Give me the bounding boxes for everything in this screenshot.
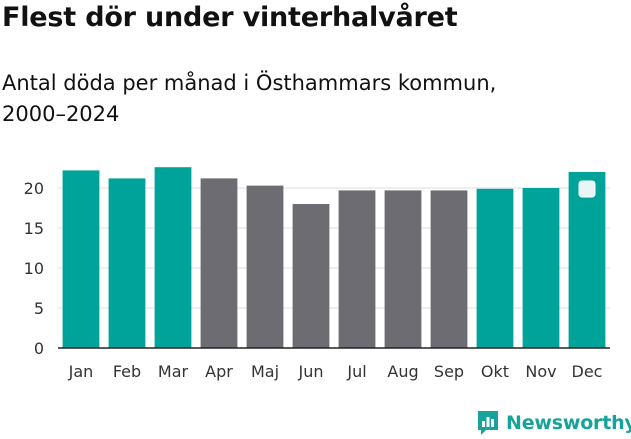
bar-mar[interactable] bbox=[154, 167, 192, 348]
x-tick-label: Mar bbox=[158, 362, 189, 381]
bar-aug[interactable] bbox=[384, 190, 422, 348]
bar-okt[interactable] bbox=[476, 188, 514, 348]
chart-title: Flest dör under vinterhalvåret bbox=[2, 2, 458, 33]
bar-apr[interactable] bbox=[200, 178, 238, 348]
x-tick-label: Feb bbox=[113, 362, 141, 381]
brand-name: Newsworthy bbox=[506, 412, 631, 434]
bar-jan[interactable] bbox=[62, 170, 100, 348]
bar-maj[interactable] bbox=[246, 185, 284, 348]
x-tick-label: Apr bbox=[205, 362, 233, 381]
y-tick-label: 20 bbox=[24, 179, 44, 198]
x-tick-label: Nov bbox=[525, 362, 556, 381]
y-tick-label: 10 bbox=[24, 259, 44, 278]
bar-jun[interactable] bbox=[292, 204, 330, 348]
x-tick-label: Okt bbox=[481, 362, 509, 381]
y-tick-label: 5 bbox=[34, 299, 44, 318]
y-tick-label: 15 bbox=[24, 219, 44, 238]
y-tick-label: 0 bbox=[34, 339, 44, 358]
x-tick-label: Dec bbox=[572, 362, 603, 381]
bar-feb[interactable] bbox=[108, 178, 146, 348]
x-tick-label: Jul bbox=[346, 362, 366, 381]
x-tick-label: Jun bbox=[298, 362, 324, 381]
bar-jul[interactable] bbox=[338, 190, 376, 348]
bar-chart-speech-icon bbox=[478, 411, 498, 435]
x-tick-label: Sep bbox=[434, 362, 464, 381]
x-tick-label: Maj bbox=[251, 362, 279, 381]
bar-nov[interactable] bbox=[522, 188, 560, 348]
bar-sep[interactable] bbox=[430, 190, 468, 348]
x-tick-label: Jan bbox=[68, 362, 94, 381]
bar-dec[interactable] bbox=[568, 172, 606, 348]
chart-subtitle: Antal döda per månad i Östhammars kommun… bbox=[2, 71, 497, 126]
newsworthy-logo: Newsworthy bbox=[476, 408, 631, 438]
x-tick-label: Aug bbox=[387, 362, 418, 381]
bar-hover-marker[interactable] bbox=[578, 180, 596, 198]
